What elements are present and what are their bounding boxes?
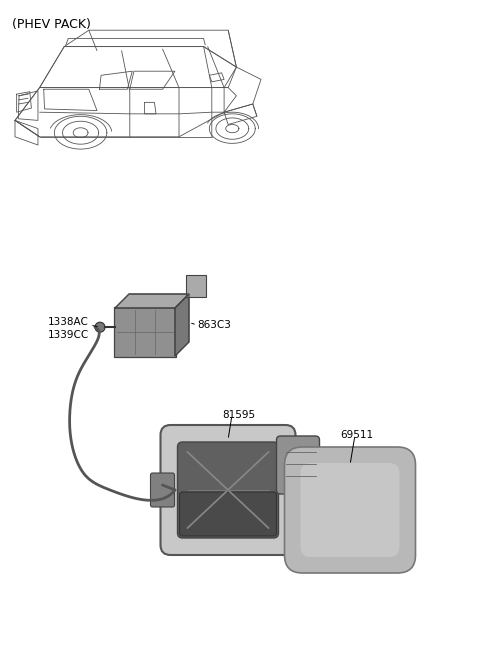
Text: 1338AC
1339CC: 1338AC 1339CC xyxy=(48,317,89,340)
FancyBboxPatch shape xyxy=(114,307,176,357)
FancyBboxPatch shape xyxy=(178,442,278,538)
Polygon shape xyxy=(115,294,189,308)
Text: 69511: 69511 xyxy=(340,430,373,440)
FancyBboxPatch shape xyxy=(285,447,416,573)
FancyBboxPatch shape xyxy=(186,275,206,297)
FancyBboxPatch shape xyxy=(180,492,276,536)
Text: (PHEV PACK): (PHEV PACK) xyxy=(12,18,91,31)
Polygon shape xyxy=(175,294,189,356)
FancyBboxPatch shape xyxy=(276,436,320,494)
FancyBboxPatch shape xyxy=(160,425,296,555)
Circle shape xyxy=(95,322,105,332)
FancyBboxPatch shape xyxy=(151,473,175,507)
Text: 863C3: 863C3 xyxy=(197,320,231,330)
Text: 81595: 81595 xyxy=(222,410,255,420)
FancyBboxPatch shape xyxy=(300,463,399,557)
